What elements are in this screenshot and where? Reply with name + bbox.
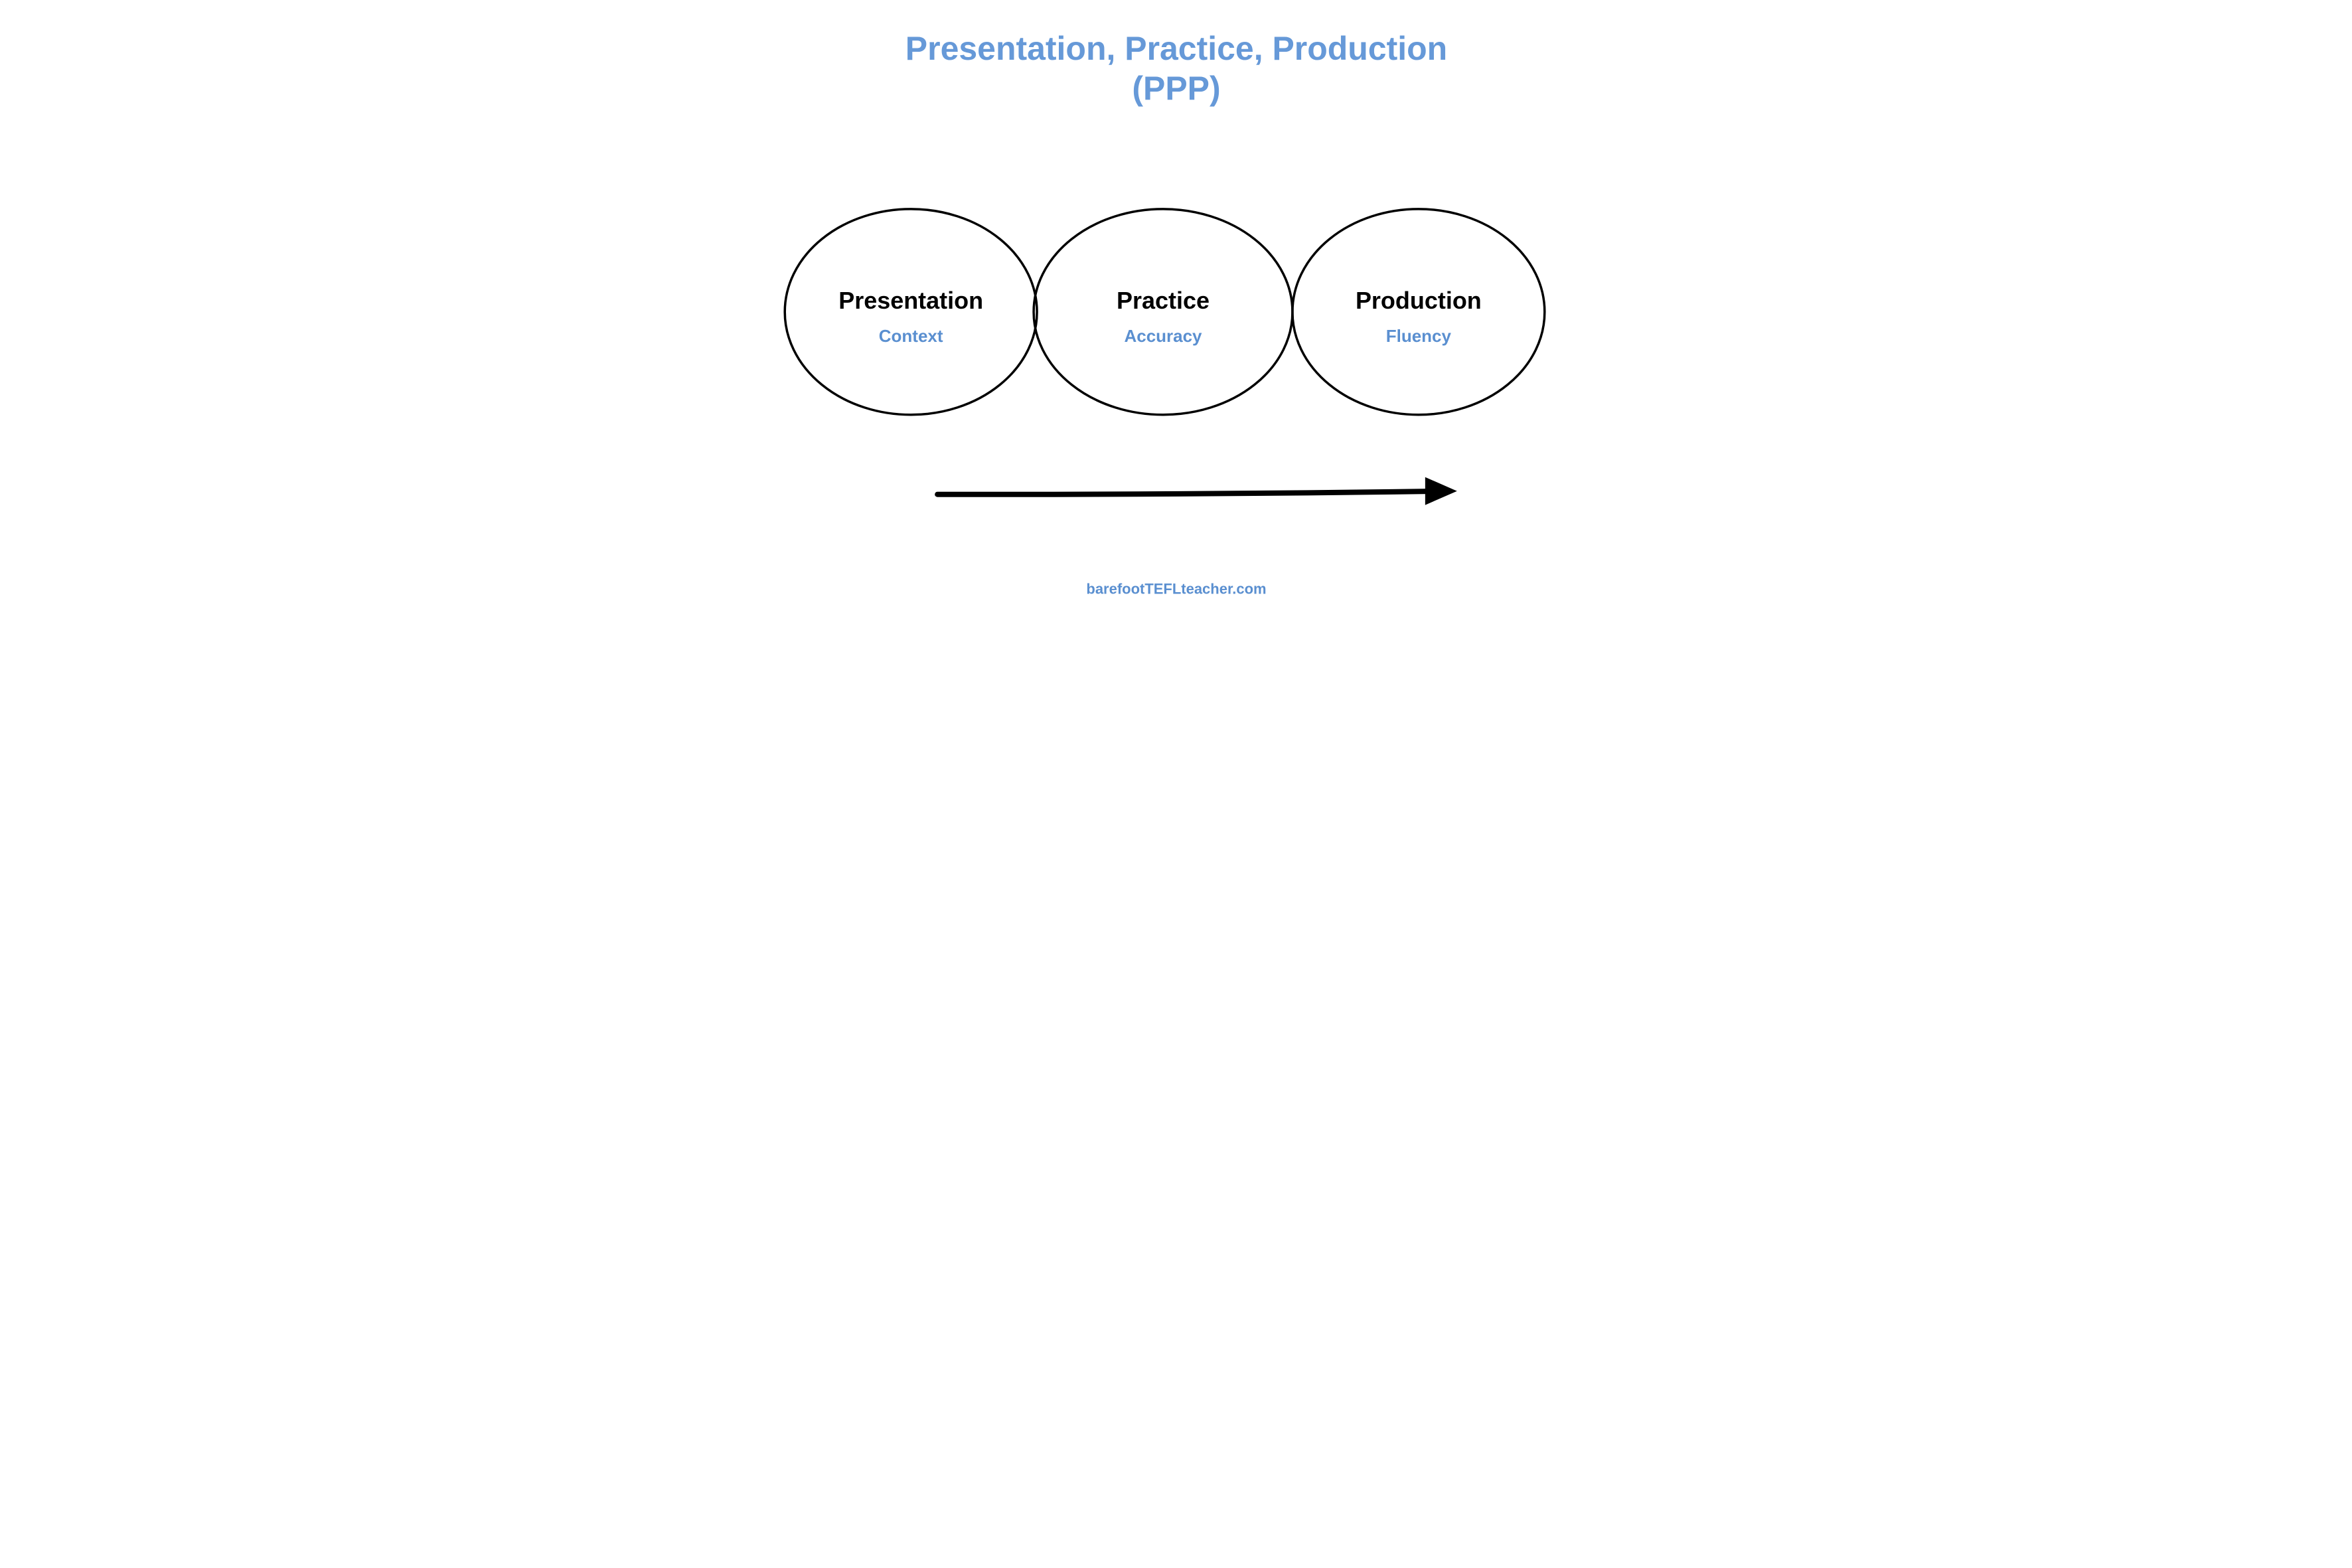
- diagram-svg: Presentation, Practice, Production (PPP)…: [725, 0, 1628, 602]
- node-label-practice: Practice: [1117, 287, 1210, 314]
- node-label-production: Production: [1355, 287, 1481, 314]
- node-presentation: Presentation Context: [785, 209, 1037, 415]
- node-production: Production Fluency: [1292, 209, 1544, 415]
- node-sublabel-practice: Accuracy: [1124, 326, 1202, 346]
- footer-credit: barefootTEFLteacher.com: [1086, 581, 1266, 597]
- arrow-line: [937, 491, 1445, 495]
- node-sublabel-presentation: Context: [878, 326, 943, 346]
- node-practice: Practice Accuracy: [1034, 209, 1293, 415]
- nodes-group: Presentation Context Practice Accuracy Produ…: [785, 209, 1545, 415]
- node-sublabel-production: Fluency: [1385, 326, 1451, 346]
- title-line-2: (PPP): [1132, 70, 1220, 107]
- node-label-presentation: Presentation: [838, 287, 983, 314]
- arrow-head-icon: [1425, 477, 1456, 505]
- flow-arrow: [937, 477, 1457, 505]
- title-line-1: Presentation, Practice, Production: [905, 30, 1447, 67]
- diagram-canvas: Presentation, Practice, Production (PPP)…: [725, 0, 1628, 602]
